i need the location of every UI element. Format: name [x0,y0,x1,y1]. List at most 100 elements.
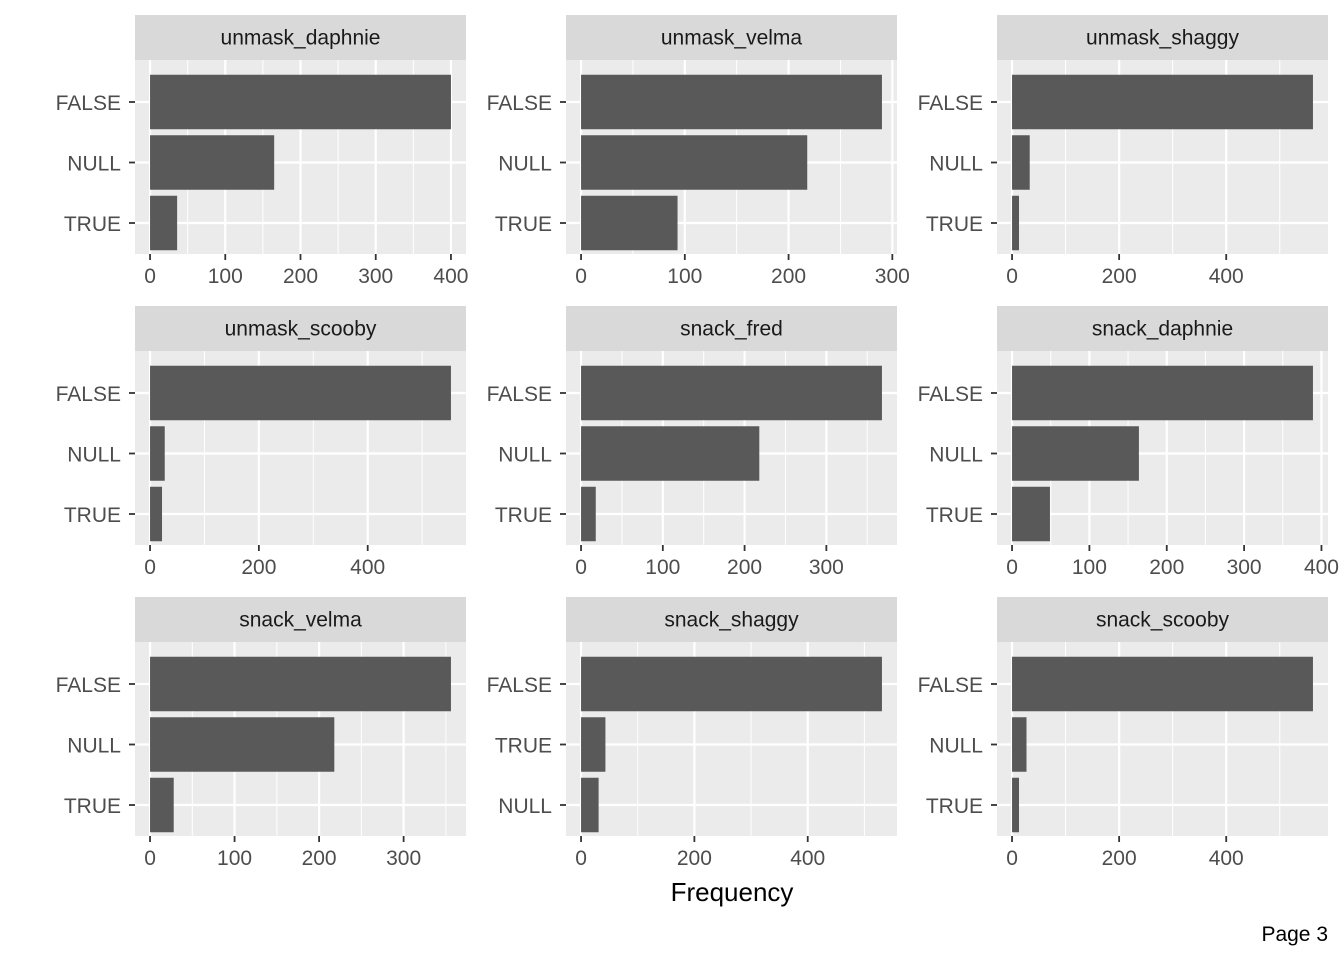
y-tick-label: TRUE [495,504,552,527]
y-tick-label: NULL [67,735,121,758]
y-tick-label: NULL [929,444,983,467]
bar-null [1012,717,1027,772]
bar-false [581,74,882,130]
facet-strip [566,597,897,642]
y-tick-label: TRUE [64,213,121,236]
bar-null [581,135,808,190]
bar-null [150,717,335,772]
facet-title: unmask_scooby [225,318,377,341]
x-tick-label: 200 [771,265,806,288]
bar-true [1012,486,1050,542]
bar-true [581,717,606,772]
x-tick-label: 300 [875,265,910,288]
y-tick-label: FALSE [918,383,983,406]
bar-true [150,195,178,251]
x-tick-label: 400 [433,265,468,288]
x-tick-label: 0 [144,847,156,870]
x-tick-label: 0 [1006,847,1018,870]
bar-false [1012,74,1313,130]
y-tick-label: FALSE [487,383,552,406]
x-axis-title: Frequency [671,877,794,907]
facet-title: unmask_daphnie [221,27,381,50]
facet-title: snack_shaggy [664,609,799,632]
facet-panel-unmask-daphnie: unmask_daphnie FALSE NULL TRUE 0 100 200 300 400 [56,15,468,288]
y-tick-label: FALSE [918,674,983,697]
y-tick-label: TRUE [926,504,983,527]
y-tick-label: NULL [929,153,983,176]
facet-panel-snack-fred: snack_fred FALSE NULL TRUE 0 100 200 300 [487,306,897,579]
y-tick-label: FALSE [487,674,552,697]
bar-false [150,656,451,712]
y-tick-label: FALSE [487,92,552,115]
facet-panel-unmask-scooby: unmask_scooby FALSE NULL TRUE 0 200 400 [56,306,466,579]
bar-true [1012,195,1020,251]
x-tick-label: 100 [645,556,680,579]
x-tick-label: 400 [350,556,385,579]
facet-strip [566,15,897,60]
bar-false [1012,365,1313,421]
facet-strip [135,15,466,60]
x-tick-label: 100 [208,265,243,288]
x-tick-label: 200 [1102,265,1137,288]
x-tick-label: 300 [358,265,393,288]
facet-title: snack_scooby [1096,609,1230,632]
x-tick-label: 300 [1227,556,1262,579]
facet-strip [997,15,1328,60]
facet-panel-unmask-shaggy: unmask_shaggy FALSE NULL TRUE 0 200 400 [918,15,1328,288]
bar-false [150,74,451,130]
x-tick-label: 200 [302,847,337,870]
x-tick-label: 200 [1102,847,1137,870]
x-tick-label: 100 [667,265,702,288]
y-tick-label: FALSE [56,674,121,697]
facet-title: snack_fred [680,318,783,341]
facet-title: snack_velma [239,609,362,632]
x-tick-label: 400 [1209,265,1244,288]
y-tick-label: TRUE [64,504,121,527]
panels-layer: unmask_daphnie FALSE NULL TRUE 0 100 200 300 400… [56,15,1339,870]
x-tick-label: 100 [1072,556,1107,579]
y-tick-label: NULL [67,153,121,176]
x-tick-label: 200 [677,847,712,870]
x-tick-label: 200 [1149,556,1184,579]
bar-false [581,365,882,421]
facet-strip [135,597,466,642]
bar-false [150,365,451,421]
x-tick-label: 0 [575,265,587,288]
y-tick-label: NULL [67,444,121,467]
x-tick-label: 200 [727,556,762,579]
facet-panel-snack-daphnie: snack_daphnie FALSE NULL TRUE 0 100 200 300 400 [918,306,1339,579]
x-tick-label: 300 [386,847,421,870]
facet-panel-snack-velma: snack_velma FALSE NULL TRUE 0 100 200 300 [56,597,466,870]
x-tick-label: 400 [1209,847,1244,870]
y-tick-label: FALSE [918,92,983,115]
y-tick-label: NULL [498,444,552,467]
x-tick-label: 100 [217,847,252,870]
facet-panel-snack-shaggy: snack_shaggy FALSE TRUE NULL 0 200 400 [487,597,897,870]
x-tick-label: 0 [575,847,587,870]
facet-strip [997,597,1328,642]
y-tick-label: FALSE [56,92,121,115]
bar-true [1012,777,1020,833]
facet-panel-unmask-velma: unmask_velma FALSE NULL TRUE 0 100 200 300 [487,15,910,288]
x-tick-label: 0 [144,265,156,288]
bar-true [150,777,174,833]
x-tick-label: 0 [1006,265,1018,288]
bar-false [1012,656,1313,712]
bar-null [150,426,165,481]
facet-title: unmask_shaggy [1086,27,1239,50]
bar-false [581,656,882,712]
bar-true [581,195,678,251]
facet-title: unmask_velma [661,27,803,50]
y-tick-label: TRUE [495,213,552,236]
facet-strip [566,306,897,351]
y-tick-label: TRUE [64,795,121,818]
x-tick-label: 0 [575,556,587,579]
x-tick-label: 300 [809,556,844,579]
facet-strip [135,306,466,351]
x-tick-label: 400 [790,847,825,870]
bar-true [150,486,163,542]
bar-true [581,486,596,542]
bar-null [581,777,599,833]
x-tick-label: 200 [241,556,276,579]
